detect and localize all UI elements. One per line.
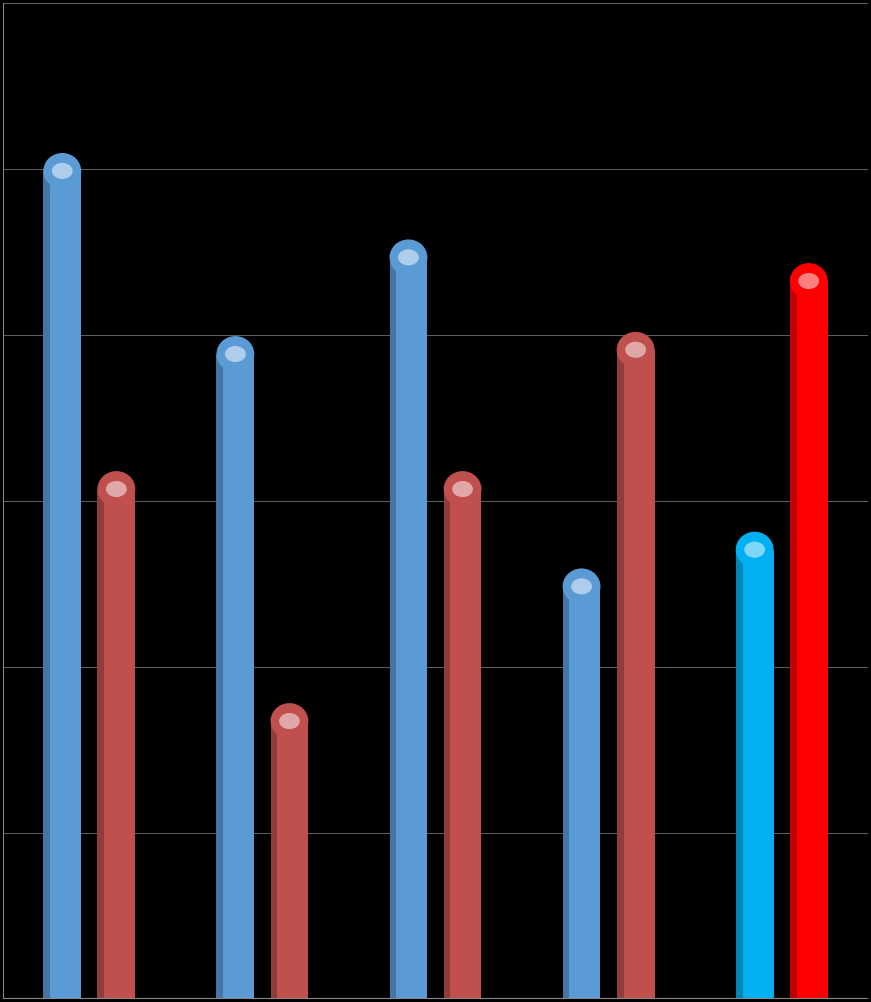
Ellipse shape [52,163,72,179]
Bar [443,489,482,999]
Ellipse shape [389,239,428,276]
Bar [98,489,135,999]
Bar [389,258,396,999]
Ellipse shape [625,342,646,358]
Bar [98,489,105,999]
Ellipse shape [563,568,600,604]
Bar [617,350,624,999]
Ellipse shape [44,153,81,188]
Ellipse shape [279,713,300,729]
Bar [563,586,570,999]
Ellipse shape [225,346,246,362]
Bar [271,721,277,999]
Bar [617,350,655,999]
Ellipse shape [799,273,819,290]
Bar [216,354,223,999]
Bar [389,258,428,999]
Ellipse shape [617,332,655,368]
Bar [271,721,308,999]
Ellipse shape [398,249,419,266]
Ellipse shape [736,532,773,567]
Ellipse shape [744,542,765,558]
Bar [736,550,773,999]
Bar [44,171,81,999]
Bar [736,550,742,999]
Ellipse shape [571,578,592,594]
Ellipse shape [271,703,308,739]
Bar [216,354,254,999]
Ellipse shape [106,481,127,497]
Bar [44,171,51,999]
Ellipse shape [98,471,135,507]
Bar [563,586,600,999]
Ellipse shape [216,336,254,372]
Bar [790,281,797,999]
Ellipse shape [443,471,482,507]
Bar [443,489,450,999]
Ellipse shape [790,264,827,299]
Bar [790,281,827,999]
Ellipse shape [452,481,473,497]
